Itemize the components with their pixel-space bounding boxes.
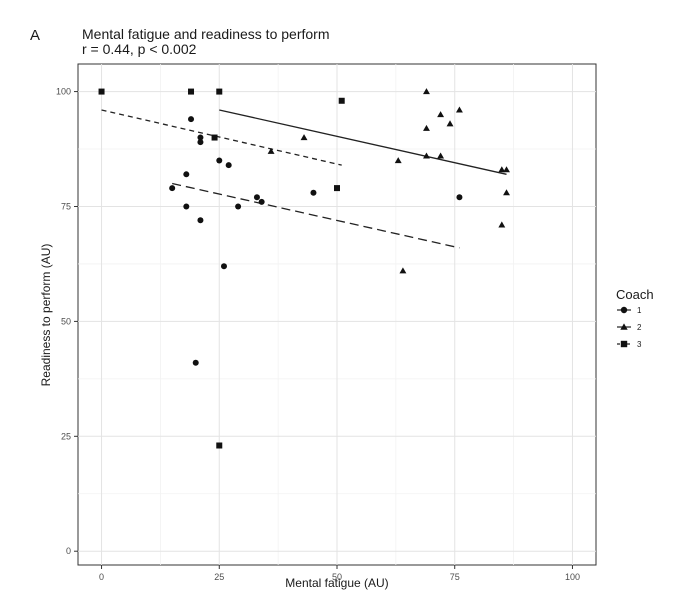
x-tick-label: 100 [565,572,580,582]
trend-lines [101,109,507,249]
grid-lines [78,64,596,565]
legend-label-coach-3: 3 [637,340,642,349]
trend-line-coach-2 [219,109,507,175]
data-point-circle [188,116,195,123]
legend-label-coach-1: 1 [637,306,642,315]
y-tick-label: 25 [61,431,71,441]
y-tick-label: 0 [66,546,71,556]
data-point-square [216,88,223,95]
data-point-circle [216,157,223,164]
data-point-square [98,88,105,95]
legend [617,306,631,348]
y-tick-label: 75 [61,201,71,211]
data-point-triangle [503,189,510,196]
data-point-circle [169,185,176,192]
data-point-circle [197,139,204,146]
data-point-square [188,88,195,95]
data-point-circle [456,194,463,201]
data-point-triangle [267,147,275,154]
data-point-triangle [437,111,445,118]
data-point-triangle [399,267,407,274]
data-points [98,88,510,449]
data-point-square [216,442,223,449]
data-point-circle [197,217,204,224]
y-axis-label: Readiness to perform (AU) [39,243,53,387]
chart-subtitle: r = 0.44, p < 0.002 [82,41,197,57]
legend-title: Coach [616,287,654,302]
legend-key-square [620,340,628,348]
data-point-circle [235,203,242,210]
data-point-square [211,134,218,141]
data-point-circle [310,189,317,196]
data-point-triangle [498,166,506,173]
x-tick-label: 75 [450,572,460,582]
legend-key-circle [620,306,628,314]
legend-key-triangle [620,323,628,330]
chart-title: Mental fatigue and readiness to perform [82,26,330,42]
data-point-circle [183,171,190,178]
x-tick-label: 25 [214,572,224,582]
data-point-triangle [423,88,430,95]
data-point-circle [183,203,190,210]
x-tick-label: 50 [332,572,342,582]
data-point-triangle [455,106,463,113]
data-point-triangle [300,134,308,141]
x-axis-label: Mental fatigue (AU) [285,576,389,590]
legend-label-coach-2: 2 [637,323,642,332]
trend-line-coach-1 [172,182,460,249]
data-point-circle [192,359,199,366]
axis-ticks: 0 25 50 75 100 0 25 50 75 100 [56,87,580,582]
data-point-circle [220,263,227,270]
data-point-square [334,185,340,192]
data-point-square [338,97,345,104]
data-point-triangle [437,152,445,159]
y-tick-label: 50 [61,316,71,326]
data-point-triangle [503,166,510,173]
data-point-triangle [423,124,430,131]
data-point-triangle [446,120,454,127]
panel-label: A [30,27,41,44]
x-tick-label: 0 [99,572,104,582]
data-point-triangle [394,157,402,164]
data-point-triangle [498,221,506,228]
data-point-triangle [423,152,430,159]
data-point-circle [197,134,204,141]
y-tick-label: 100 [56,87,71,97]
data-point-circle [253,194,260,201]
data-point-circle [258,198,265,205]
data-point-circle [225,162,232,169]
